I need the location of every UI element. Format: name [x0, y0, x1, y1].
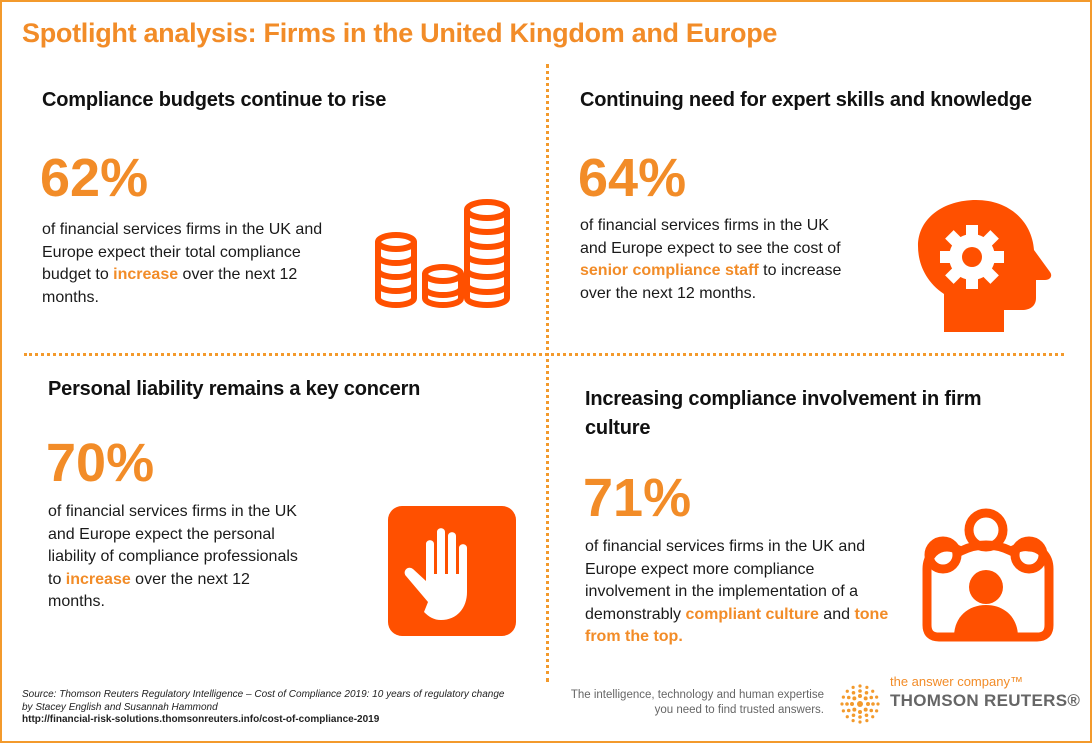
- logo-dot: [845, 689, 849, 693]
- highlight: increase: [113, 266, 179, 283]
- logo-dot: [858, 694, 862, 698]
- logo-dot: [865, 719, 869, 723]
- logo-dot: [875, 695, 879, 699]
- logo-dot: [841, 709, 845, 713]
- logo-dot: [851, 690, 856, 695]
- panel-percent: 62%: [40, 148, 149, 208]
- logo-dot: [866, 702, 870, 706]
- logo-dot: [858, 689, 862, 693]
- logo-dot: [850, 702, 854, 706]
- panel-heading: Personal liability remains a key concern: [48, 378, 421, 400]
- source-url[interactable]: http://financial-risk-solutions.thomsonr…: [22, 714, 380, 725]
- logo-dot: [852, 707, 857, 712]
- logo-dot: [875, 709, 879, 713]
- logo-dot: [871, 689, 875, 693]
- vertical-divider: [546, 64, 549, 682]
- logo-dot: [869, 695, 874, 700]
- raised-hand-icon: [388, 506, 516, 636]
- panel-text: of financial services firms in the UK an…: [48, 503, 298, 610]
- logo-dot: [840, 702, 844, 706]
- logo-dot: [869, 708, 874, 713]
- logo-dot: [851, 719, 855, 723]
- logo-dot: [845, 702, 849, 706]
- tagline: The intelligence, technology and human e…: [570, 689, 824, 716]
- logo-dot: [851, 685, 855, 689]
- logo-dot: [863, 696, 868, 701]
- highlight: senior compliance staff: [580, 262, 759, 279]
- thomson-reuters-logo-icon: [840, 684, 880, 724]
- logo-dot: [858, 710, 862, 714]
- logo-dot: [858, 715, 862, 719]
- logo-dot: [865, 685, 869, 689]
- logo-dot: [858, 720, 862, 724]
- group-people-icon: [922, 508, 1054, 642]
- logo-dot: [841, 695, 845, 699]
- logo-dot: [852, 696, 857, 701]
- logo-dot: [846, 695, 851, 700]
- panel-percent: 64%: [578, 148, 687, 208]
- answer-company-tagline: the answer company™: [890, 674, 1023, 689]
- brand-name: THOMSON REUTERS®: [890, 691, 1081, 710]
- panel-percent: 70%: [46, 433, 155, 493]
- logo-dot: [864, 690, 869, 695]
- highlight: compliant culture: [685, 605, 819, 623]
- highlight: increase: [65, 570, 131, 588]
- horizontal-divider: [24, 353, 1064, 356]
- source-citation: Source: Thomson Reuters Regulatory Intel…: [22, 689, 505, 713]
- head-gear-icon: [918, 200, 1052, 332]
- panel-percent: 71%: [583, 468, 692, 528]
- panel-heading: Continuing need for expert skills and kn…: [580, 89, 1032, 111]
- highlight: tone from the top.: [585, 605, 889, 646]
- panel-text: of financial services firms in the UK an…: [585, 538, 889, 646]
- logo-dot: [871, 715, 875, 719]
- logo-dot: [876, 702, 880, 706]
- logo-dot: [845, 715, 849, 719]
- logo-dot: [846, 708, 851, 713]
- logo-dot: [863, 707, 868, 712]
- panel-heading: Increasing compliance involvement in fir…: [585, 388, 982, 439]
- logo-dot: [858, 684, 862, 688]
- logo-dot: [871, 702, 875, 706]
- panel-text: of financial services firms in the UK an…: [42, 221, 323, 306]
- panel-text: of financial services firms in the UK an…: [580, 217, 842, 302]
- coin-stacks-icon: [375, 199, 510, 309]
- logo-dot: [864, 713, 869, 718]
- page-title: Spotlight analysis: Firms in the United …: [22, 18, 778, 48]
- logo-dot: [851, 713, 856, 718]
- panel-heading: Compliance budgets continue to rise: [42, 89, 387, 111]
